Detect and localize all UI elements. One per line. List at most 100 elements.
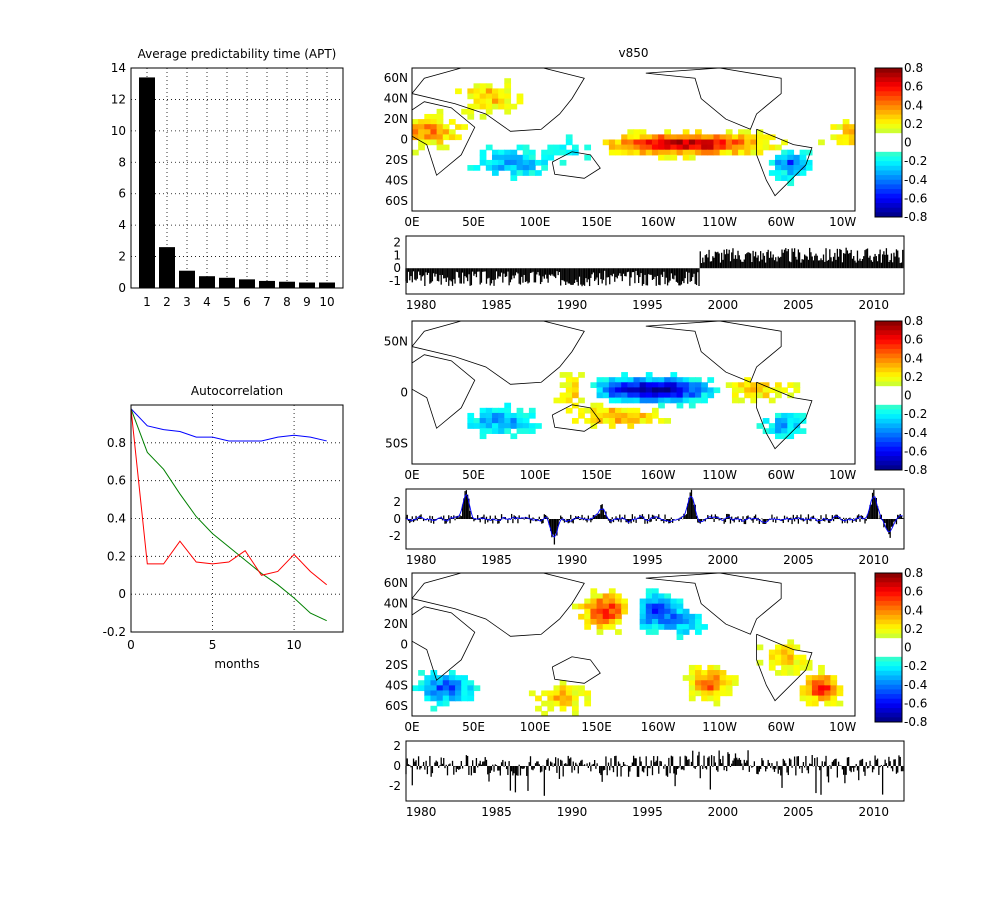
colorbar-tick-label: 0.6 [904, 333, 923, 347]
colorbar-cell [875, 614, 902, 621]
apt-xtick-label: 1 [143, 295, 151, 309]
colorbar-tick-label: 0.4 [904, 603, 923, 617]
colorbar-cell [875, 362, 902, 369]
apt-bar [239, 279, 255, 288]
apt-ytick-label: 4 [118, 218, 126, 232]
colorbar-cell [875, 137, 902, 143]
timeseries-xtick-label: 2005 [783, 553, 814, 567]
map-xtick-label: 10W [829, 468, 856, 482]
timeseries-ytick-label: -1 [389, 274, 401, 288]
map-ytick-label: 20N [384, 617, 408, 631]
colorbar-cell [875, 596, 902, 602]
colorbar-tick-label: 0.8 [904, 314, 923, 328]
colorbar-cell [875, 381, 902, 387]
apt-ytick-label: 14 [111, 61, 126, 75]
apt-xtick-label: 7 [263, 295, 271, 309]
colorbar-cell [875, 184, 902, 190]
map-xtick-label: 10W [829, 720, 856, 734]
map-xtick-label: 100E [520, 468, 551, 482]
colorbar-cell [875, 633, 902, 639]
colorbar-cell [875, 91, 902, 97]
colorbar-cell [875, 81, 902, 88]
apt-ytick-label: 12 [111, 92, 126, 106]
coastline [756, 381, 813, 450]
coastline [412, 354, 476, 429]
coastline [412, 101, 476, 176]
colorbar-tick-label: 0 [904, 641, 912, 655]
colorbar-cell [875, 442, 902, 448]
colorbar-cell [875, 358, 902, 364]
colorbar-cell [875, 367, 902, 373]
colorbar-tick-label: -0.4 [904, 426, 927, 440]
colorbar-cell [875, 156, 902, 162]
apt-xtick-label: 3 [183, 295, 191, 309]
timeseries-xtick-label: 2000 [708, 805, 739, 819]
coastline-outlines [412, 68, 813, 197]
colorbar: 0.8 0.6 0.4 0.2 0 -0.2 -0.4 -0.6 -0.8 [874, 61, 927, 224]
colorbar-cell [875, 610, 902, 616]
colorbar-tick-label: -0.6 [904, 444, 927, 458]
colorbar-cell [875, 423, 902, 429]
colorbar-box [874, 67, 903, 218]
colorbar-tick-label: -0.8 [904, 463, 927, 477]
colorbar-tick-label: 0.2 [904, 622, 923, 636]
map-axes-box [411, 67, 856, 212]
coastline [645, 573, 782, 635]
map-xtick-label: 100E [520, 215, 551, 229]
timeseries-xtick-label: 1980 [406, 553, 437, 567]
coastline [756, 633, 813, 702]
map-xtick-label: 50E [462, 215, 485, 229]
map-xtick-label: 110W [702, 215, 737, 229]
colorbar-cell [875, 661, 902, 667]
autocorr-ytick-label: -0.2 [103, 625, 126, 639]
map-panel: 0E 50E 100E 150E 160W 110W 60W 10W 50N 0 50S 0.8 0.6… [384, 314, 928, 482]
colorbar-cell [875, 170, 902, 176]
map-ytick-label: 0 [400, 638, 408, 652]
colorbar-cell [875, 142, 902, 148]
colorbar-cell [875, 591, 902, 597]
colorbar-cell [875, 418, 902, 424]
colorbar-cell [875, 325, 902, 331]
colorbar-cell [875, 179, 902, 185]
colorbar-cell [875, 708, 902, 714]
apt-title: Average predictability time (APT) [138, 47, 337, 61]
colorbar-cell [875, 189, 902, 195]
colorbar-cell [875, 344, 902, 350]
apt-ytick-label: 6 [118, 187, 126, 201]
map-ytick-label: 60S [385, 194, 408, 208]
colorbar-cell [875, 339, 902, 345]
timeseries-smooth-line [405, 493, 903, 538]
coastline [551, 151, 601, 179]
apt-bar [179, 270, 195, 288]
colorbar-cell [875, 680, 902, 686]
map-ytick-label: 20N [384, 112, 408, 126]
colorbar-tick-label: 0.6 [904, 585, 923, 599]
timeseries-xtick-label: 1985 [481, 553, 512, 567]
apt-xtick-label: 8 [283, 295, 291, 309]
autocorr-series-line [130, 408, 327, 442]
colorbar-cell [875, 133, 902, 139]
map-xtick-label: 150E [581, 215, 612, 229]
timeseries-xtick-label: 1980 [406, 805, 437, 819]
colorbar-cell [875, 437, 902, 443]
map-xtick-label: 60W [768, 720, 795, 734]
apt-xtick-label: 10 [319, 295, 334, 309]
map-axes-box [411, 572, 856, 717]
timeseries-axes-box [405, 488, 905, 550]
timeseries-ytick-label: 2 [393, 739, 401, 753]
map-ytick-label: 20S [385, 658, 408, 672]
colorbar-tick-label: 0.2 [904, 117, 923, 131]
map-xtick-label: 60W [768, 215, 795, 229]
colorbar-cell [875, 147, 902, 153]
colorbar-cell [875, 123, 902, 130]
map-xtick-label: 110W [702, 468, 737, 482]
colorbar-tick-label: -0.6 [904, 696, 927, 710]
colorbar-cell [875, 698, 902, 704]
colorbar-tick-label: -0.2 [904, 407, 927, 421]
coastline [756, 128, 813, 197]
colorbar-cell [875, 652, 902, 658]
coastline-outlines [412, 573, 813, 702]
map-xtick-label: 0E [404, 468, 419, 482]
